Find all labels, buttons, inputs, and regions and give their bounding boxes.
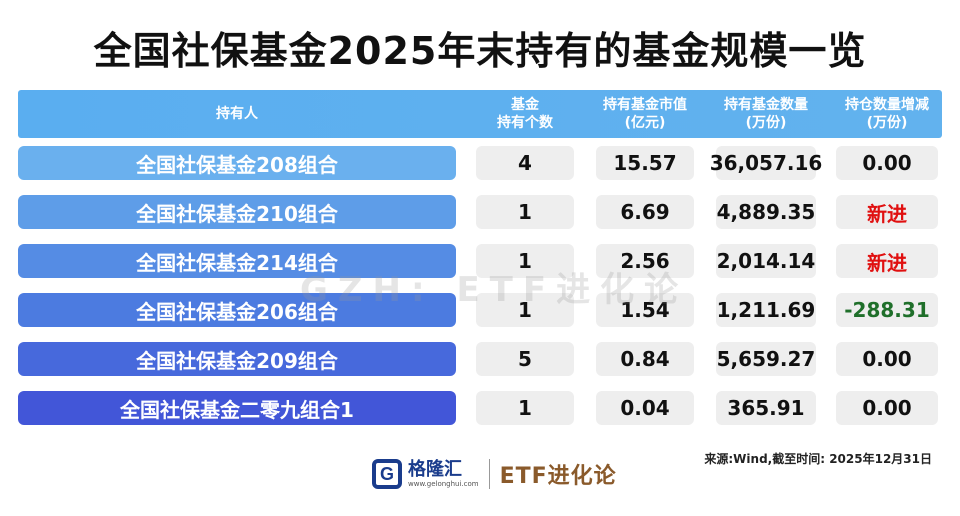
table-header: 持有人 基金 持有个数 持有基金市值 (亿元) 持有基金数量 (万份) 持仓数量增减(… (18, 90, 942, 138)
holder-cell: 全国社保基金208组合 (18, 146, 456, 180)
gelonghui-logo-icon: G (372, 459, 402, 489)
table-row: 全国社保基金208组合 4 15.57 36,057.16 0.00 (18, 146, 942, 180)
footer-branding: G 格隆汇 www.gelonghui.com ETF进化论 (372, 452, 617, 496)
count-cell: 1 (476, 244, 574, 278)
market-value-cell: 1.54 (596, 293, 694, 327)
footer-divider (488, 459, 490, 489)
count-cell: 5 (476, 342, 574, 376)
brand-name: ETF进化论 (499, 464, 617, 489)
header-market-value: 持有基金市值 (亿元) (603, 97, 687, 131)
table-row: 全国社保基金210组合 1 6.69 4,889.35 新进 (18, 195, 942, 229)
change-cell: 0.00 (836, 342, 938, 376)
quantity-cell: 365.91 (716, 391, 816, 425)
logo-name: 格隆汇 (408, 458, 462, 480)
page-title: 全国社保基金2025年末持有的基金规模一览 (93, 29, 867, 73)
quantity-cell: 2,014.14 (716, 244, 816, 278)
count-cell: 1 (476, 195, 574, 229)
source-note: 来源:Wind,截至时间: 2025年12月31日 (704, 452, 932, 466)
holder-cell: 全国社保基金214组合 (18, 244, 456, 278)
table-row: 全国社保基金206组合 1 1.54 1,211.69 -288.31 (18, 293, 942, 327)
header-count: 基金 持有个数 (497, 97, 553, 131)
holder-cell: 全国社保基金209组合 (18, 342, 456, 376)
quantity-cell: 36,057.16 (710, 146, 822, 180)
holder-cell: 全国社保基金二零九组合1 (18, 391, 456, 425)
market-value-cell: 15.57 (596, 146, 694, 180)
market-value-cell: 0.04 (596, 391, 694, 425)
holder-cell: 全国社保基金206组合 (18, 293, 456, 327)
holder-cell: 全国社保基金210组合 (18, 195, 456, 229)
header-holder: 持有人 (216, 106, 258, 122)
count-cell: 4 (476, 146, 574, 180)
change-cell: 新进 (836, 244, 938, 278)
logo-text: 格隆汇 www.gelonghui.com (408, 458, 479, 489)
watermark: GZH: ETF进化论 (300, 270, 689, 310)
table-row: 全国社保基金二零九组合1 1 0.04 365.91 0.00 (18, 391, 942, 425)
count-cell: 1 (476, 391, 574, 425)
change-cell: 0.00 (836, 391, 938, 425)
header-quantity: 持有基金数量 (万份) (724, 97, 808, 131)
change-cell: 0.00 (836, 146, 938, 180)
count-cell: 1 (476, 293, 574, 327)
header-change: 持仓数量增减 (万份) (845, 97, 929, 131)
quantity-cell: 1,211.69 (716, 293, 816, 327)
change-cell: 新进 (836, 195, 938, 229)
logo-url: www.gelonghui.com (408, 479, 479, 488)
market-value-cell: 0.84 (596, 342, 694, 376)
table-row: 全国社保基金209组合 5 0.84 5,659.27 0.00 (18, 342, 942, 376)
change-cell: -288.31 (836, 293, 938, 327)
market-value-cell: 2.56 (596, 244, 694, 278)
quantity-cell: 5,659.27 (716, 342, 816, 376)
market-value-cell: 6.69 (596, 195, 694, 229)
table-row: 全国社保基金214组合 1 2.56 2,014.14 新进 (18, 244, 942, 278)
quantity-cell: 4,889.35 (716, 195, 816, 229)
